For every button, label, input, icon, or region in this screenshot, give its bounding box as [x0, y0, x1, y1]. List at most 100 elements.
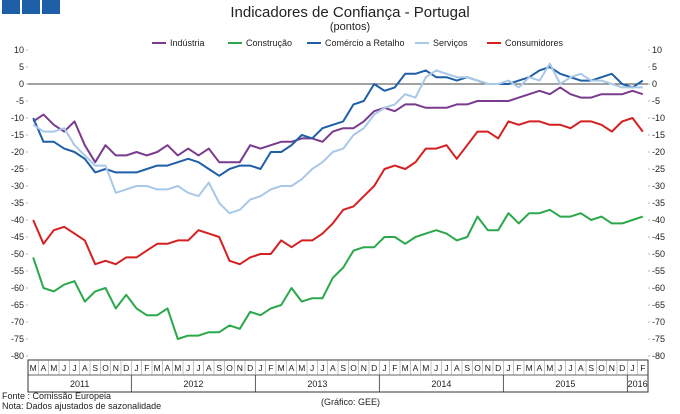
- x-month-label: F: [268, 363, 273, 373]
- x-month-label: S: [340, 363, 346, 373]
- x-month-label: O: [102, 363, 109, 373]
- x-year-label: 2011: [70, 379, 89, 389]
- x-month-label: M: [50, 363, 57, 373]
- x-year-label: 2015: [555, 379, 575, 389]
- y-tick-right: -45: [652, 232, 665, 242]
- x-month-label: J: [258, 363, 262, 373]
- logo-block: [42, 0, 60, 14]
- y-tick-left: -35: [11, 198, 24, 208]
- y-tick-left: -30: [11, 181, 24, 191]
- legend-label: Indústria: [170, 38, 205, 48]
- x-month-label: M: [526, 363, 533, 373]
- y-tick-right: -70: [652, 317, 665, 327]
- x-month-label: M: [30, 363, 37, 373]
- x-month-label: N: [237, 363, 243, 373]
- x-month-label: M: [402, 363, 409, 373]
- y-tick-left: -75: [11, 334, 24, 344]
- x-month-label: J: [506, 363, 510, 373]
- logo-blocks: [0, 0, 62, 14]
- y-tick-right: -5: [652, 96, 660, 106]
- series-line-servi-os: [32, 62, 643, 215]
- y-tick-left: -55: [11, 266, 24, 276]
- x-month-label: J: [72, 363, 76, 373]
- y-tick-left: 5: [19, 62, 24, 72]
- x-month-label: A: [330, 363, 336, 373]
- logo-block: [22, 0, 40, 14]
- x-month-label: J: [320, 363, 324, 373]
- x-month-label: A: [206, 363, 212, 373]
- x-month-label: J: [62, 363, 66, 373]
- y-tick-right: -10: [652, 113, 665, 123]
- y-tick-left: -5: [16, 96, 24, 106]
- x-month-label: S: [464, 363, 470, 373]
- y-tick-left: -50: [11, 249, 24, 259]
- x-month-label: O: [474, 363, 481, 373]
- x-month-label: S: [216, 363, 222, 373]
- x-year-label: 2016: [628, 379, 648, 389]
- x-month-label: M: [278, 363, 285, 373]
- x-month-label: A: [41, 363, 47, 373]
- y-tick-right: 0: [652, 79, 657, 89]
- logo-block: [2, 0, 20, 14]
- y-tick-right: -25: [652, 164, 665, 174]
- x-month-label: M: [174, 363, 181, 373]
- footer-source: Fonte : Comissão Europeia: [2, 391, 111, 401]
- y-tick-left: -15: [11, 130, 24, 140]
- y-tick-right: -65: [652, 300, 665, 310]
- y-tick-right: -80: [652, 351, 665, 361]
- x-month-label: J: [186, 363, 190, 373]
- x-month-label: D: [619, 363, 625, 373]
- x-month-label: A: [165, 363, 171, 373]
- legend-label: Comércio a Retalho: [325, 38, 405, 48]
- x-month-label: N: [113, 363, 119, 373]
- y-tick-right: -30: [652, 181, 665, 191]
- y-tick-right: -20: [652, 147, 665, 157]
- x-month-label: J: [382, 363, 386, 373]
- x-month-label: A: [537, 363, 543, 373]
- x-month-label: D: [123, 363, 129, 373]
- y-tick-right: -50: [652, 249, 665, 259]
- x-month-label: N: [609, 363, 615, 373]
- y-tick-left: -10: [11, 113, 24, 123]
- x-month-label: J: [444, 363, 448, 373]
- x-month-label: S: [588, 363, 594, 373]
- x-month-label: O: [350, 363, 357, 373]
- x-month-label: J: [630, 363, 634, 373]
- x-month-label: J: [134, 363, 138, 373]
- legend-label: Consumidores: [505, 38, 564, 48]
- y-tick-left: 0: [19, 79, 24, 89]
- x-month-label: A: [289, 363, 295, 373]
- y-tick-left: -60: [11, 283, 24, 293]
- x-month-label: J: [568, 363, 572, 373]
- x-month-label: F: [640, 363, 645, 373]
- x-month-label: N: [361, 363, 367, 373]
- legend-label: Construção: [246, 38, 292, 48]
- x-month-label: O: [226, 363, 233, 373]
- x-month-label: A: [578, 363, 584, 373]
- x-year-label: 2014: [431, 379, 451, 389]
- y-tick-right: -15: [652, 130, 665, 140]
- x-month-label: M: [154, 363, 161, 373]
- y-tick-left: 10: [14, 45, 24, 55]
- series-line-consumidores: [32, 117, 644, 266]
- series-line-com-rcio-a-retalho: [32, 66, 644, 177]
- x-month-label: F: [516, 363, 521, 373]
- x-month-label: A: [82, 363, 88, 373]
- x-month-label: M: [422, 363, 429, 373]
- y-tick-left: -80: [11, 351, 24, 361]
- y-tick-right: -35: [652, 198, 665, 208]
- y-tick-right: 10: [652, 45, 662, 55]
- y-tick-right: -75: [652, 334, 665, 344]
- x-month-label: O: [598, 363, 605, 373]
- y-tick-left: -65: [11, 300, 24, 310]
- x-month-label: J: [434, 363, 438, 373]
- chart-title: Indicadores de Confiança - Portugal: [230, 4, 469, 21]
- series-line-ind-stria: [32, 86, 644, 164]
- y-tick-right: 5: [652, 62, 657, 72]
- x-month-label: D: [247, 363, 253, 373]
- x-month-label: F: [392, 363, 397, 373]
- series-line-constru-o: [32, 208, 644, 340]
- x-month-label: D: [371, 363, 377, 373]
- x-month-label: J: [558, 363, 562, 373]
